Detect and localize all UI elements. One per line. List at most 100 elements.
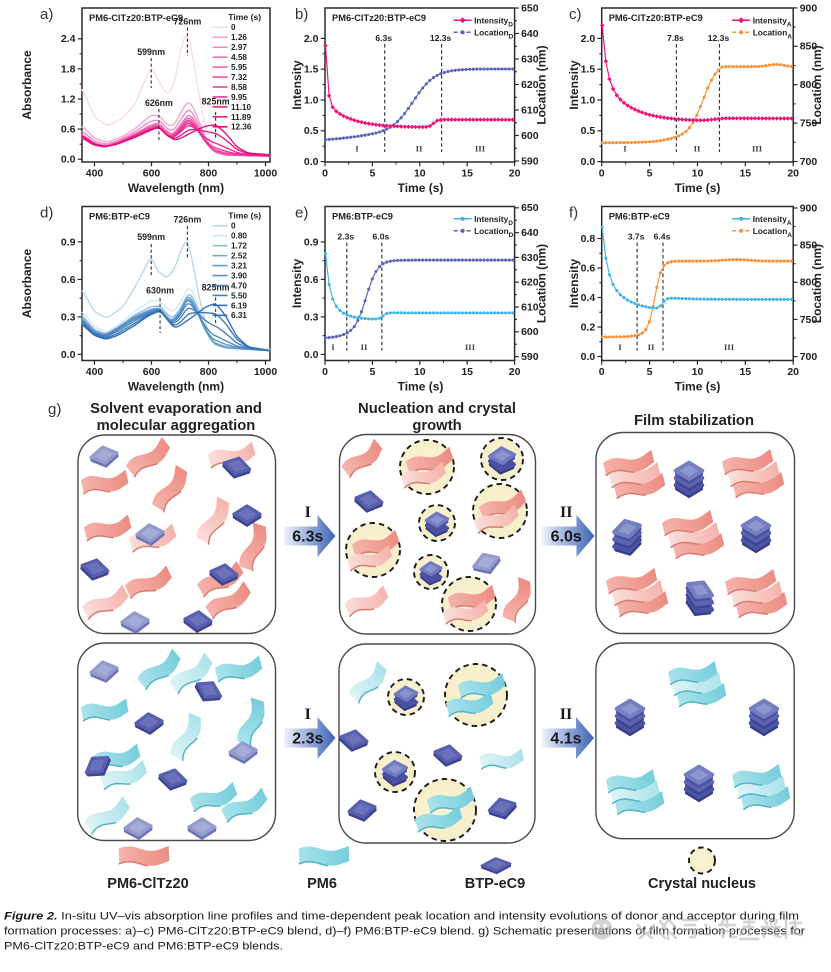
svg-text:a): a) (40, 6, 53, 23)
svg-text:610: 610 (521, 104, 539, 116)
svg-text:IntensityD: IntensityD (474, 16, 513, 29)
svg-text:5.50: 5.50 (231, 291, 247, 300)
svg-text:Location (nm): Location (nm) (535, 244, 549, 323)
svg-text:2.52: 2.52 (231, 252, 247, 261)
svg-text:2.97: 2.97 (231, 43, 247, 52)
svg-text:Intensity: Intensity (567, 259, 581, 309)
svg-text:620: 620 (521, 277, 539, 289)
svg-text:0.6: 0.6 (61, 124, 76, 136)
svg-text:0.6: 0.6 (61, 274, 76, 286)
svg-text:4.1s: 4.1s (550, 731, 581, 748)
svg-text:12.3s: 12.3s (430, 33, 452, 43)
svg-text:Location (nm): Location (nm) (535, 45, 549, 124)
svg-text:640: 640 (521, 227, 539, 239)
svg-text:3.7s: 3.7s (628, 232, 645, 242)
svg-text:d): d) (40, 205, 53, 222)
svg-text:IntensityD: IntensityD (474, 214, 513, 227)
svg-text:20: 20 (509, 366, 521, 378)
svg-text:2.4: 2.4 (61, 33, 76, 45)
svg-text:2.0: 2.0 (304, 33, 319, 45)
svg-text:750: 750 (800, 118, 818, 130)
svg-text:1.2: 1.2 (61, 93, 76, 105)
svg-text:IntensityA: IntensityA (753, 214, 792, 227)
svg-text:II: II (560, 504, 572, 521)
svg-text:0.2: 0.2 (581, 321, 596, 333)
svg-text:II: II (416, 144, 423, 154)
svg-text:15: 15 (461, 366, 473, 378)
svg-text:0: 0 (322, 168, 328, 180)
svg-text:0.9: 0.9 (304, 236, 319, 248)
svg-text:PM6-ClTz20:BTP-eC9: PM6-ClTz20:BTP-eC9 (609, 13, 703, 23)
svg-text:PM6-ClTz20: PM6-ClTz20 (107, 876, 188, 892)
svg-text:III: III (752, 144, 763, 154)
svg-text:15: 15 (739, 168, 751, 180)
svg-text:1.5: 1.5 (581, 64, 596, 76)
svg-text:630: 630 (521, 53, 539, 65)
svg-text:0.0: 0.0 (304, 349, 319, 361)
svg-text:590: 590 (521, 351, 539, 363)
svg-text:10: 10 (414, 366, 426, 378)
svg-text:f): f) (569, 205, 578, 222)
svg-text:6.4s: 6.4s (654, 232, 671, 242)
svg-text:II: II (648, 342, 655, 352)
svg-text:Intensity: Intensity (290, 60, 304, 110)
svg-text:II: II (361, 342, 368, 352)
svg-text:0: 0 (599, 168, 605, 180)
svg-text:6.0s: 6.0s (551, 529, 582, 546)
svg-text:0: 0 (231, 23, 236, 32)
svg-text:III: III (475, 144, 486, 154)
svg-text:600: 600 (143, 168, 161, 180)
svg-text:III: III (724, 342, 735, 352)
svg-text:I: I (305, 504, 311, 521)
svg-text:12.3s: 12.3s (708, 33, 730, 43)
svg-text:0.8: 0.8 (581, 233, 596, 245)
svg-text:850: 850 (800, 240, 818, 252)
svg-text:0.6: 0.6 (581, 262, 596, 274)
svg-text:0.0: 0.0 (61, 154, 76, 166)
svg-text:800: 800 (800, 277, 818, 289)
svg-text:599nm: 599nm (137, 232, 165, 242)
svg-text:2.0: 2.0 (581, 33, 596, 45)
svg-text:Time (s): Time (s) (228, 211, 261, 221)
svg-text:6.3s: 6.3s (375, 33, 392, 43)
svg-text:630nm: 630nm (146, 286, 174, 296)
svg-text:10: 10 (692, 168, 704, 180)
svg-text:Intensity: Intensity (567, 60, 581, 110)
svg-text:599nm: 599nm (137, 47, 165, 57)
svg-text:0.0: 0.0 (304, 156, 319, 168)
svg-text:Crystal nucleus: Crystal nucleus (648, 876, 756, 892)
svg-text:I: I (355, 144, 359, 154)
svg-text:PM6-ClTz20:BTP-eC9: PM6-ClTz20:BTP-eC9 (89, 13, 183, 23)
svg-text:900: 900 (800, 202, 818, 214)
svg-text:0.4: 0.4 (581, 292, 596, 304)
svg-text:750: 750 (800, 314, 818, 326)
svg-text:1000: 1000 (254, 168, 278, 180)
svg-text:726nm: 726nm (173, 17, 201, 27)
svg-text:825nm: 825nm (202, 283, 230, 293)
svg-text:900: 900 (800, 2, 818, 14)
svg-text:0.80: 0.80 (231, 232, 247, 241)
svg-text:0.5: 0.5 (304, 125, 319, 137)
svg-text:400: 400 (86, 168, 104, 180)
svg-text:IntensityA: IntensityA (753, 16, 792, 29)
svg-text:Wavelength (nm): Wavelength (nm) (128, 380, 224, 394)
svg-text:1.72: 1.72 (231, 242, 247, 251)
svg-text:BTP-eC9: BTP-eC9 (465, 876, 525, 892)
svg-text:0.9: 0.9 (61, 236, 76, 248)
svg-text:20: 20 (509, 168, 521, 180)
svg-text:Time (s): Time (s) (675, 380, 721, 394)
svg-text:825nm: 825nm (202, 97, 230, 107)
svg-text:610: 610 (521, 301, 539, 313)
svg-text:3.21: 3.21 (231, 262, 247, 271)
svg-text:800: 800 (200, 168, 218, 180)
svg-text:Location (nm): Location (nm) (810, 45, 824, 124)
svg-text:1000: 1000 (254, 366, 278, 378)
svg-text:11.89: 11.89 (231, 113, 251, 122)
svg-text:PM6: PM6 (307, 876, 337, 892)
svg-text:6.0s: 6.0s (373, 232, 390, 242)
svg-text:6.31: 6.31 (231, 311, 247, 320)
svg-text:Time (s): Time (s) (228, 12, 261, 22)
svg-text:0: 0 (599, 366, 605, 378)
svg-text:700: 700 (800, 351, 818, 363)
svg-text:620: 620 (521, 79, 539, 91)
